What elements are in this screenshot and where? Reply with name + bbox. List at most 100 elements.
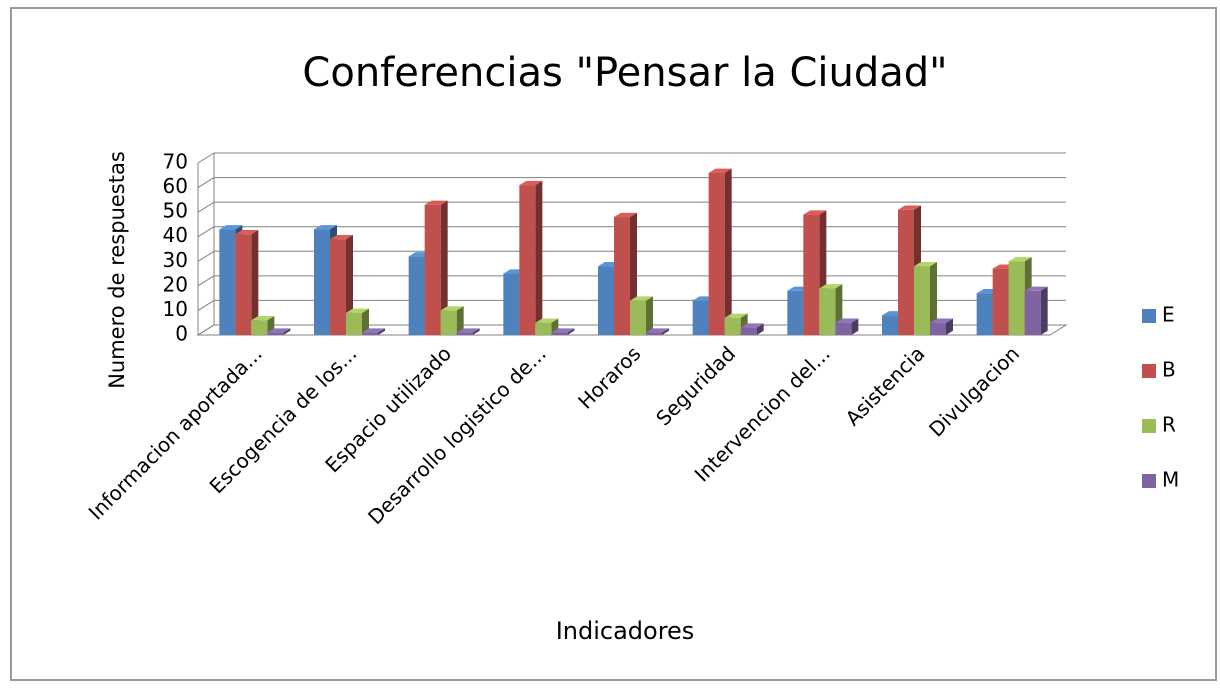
bar-top bbox=[251, 316, 275, 321]
legend-label: R bbox=[1162, 413, 1176, 437]
bar-top bbox=[519, 180, 543, 186]
x-axis-title: Indicadores bbox=[556, 617, 695, 645]
bar bbox=[362, 332, 378, 335]
bar bbox=[724, 317, 741, 335]
bar bbox=[898, 209, 914, 335]
bar bbox=[882, 315, 898, 335]
bar bbox=[803, 214, 820, 335]
grid-line-side bbox=[197, 250, 215, 262]
bar-top bbox=[835, 318, 859, 323]
legend-label: E bbox=[1162, 303, 1175, 327]
bar-top bbox=[440, 306, 464, 311]
bar bbox=[740, 327, 757, 335]
y-tick-label: 0 bbox=[175, 322, 188, 346]
y-tick-label: 40 bbox=[163, 223, 188, 247]
bar bbox=[976, 293, 993, 335]
bar bbox=[330, 239, 346, 335]
y-tick-label: 30 bbox=[163, 248, 188, 272]
bar-top bbox=[898, 205, 921, 210]
bar-side bbox=[535, 180, 543, 335]
bar-top bbox=[456, 328, 480, 333]
bar bbox=[346, 312, 362, 335]
bar bbox=[992, 268, 1009, 335]
bar-top bbox=[314, 225, 337, 230]
bar bbox=[535, 322, 552, 335]
bar bbox=[219, 229, 236, 335]
bar-top bbox=[914, 262, 937, 267]
bar-top bbox=[535, 318, 559, 323]
bar bbox=[519, 185, 536, 335]
bar-side bbox=[440, 200, 448, 335]
bar-side bbox=[362, 308, 369, 335]
y-tick-label: 20 bbox=[163, 272, 188, 296]
y-axis-title: Numero de respuestas bbox=[105, 151, 129, 389]
bar bbox=[614, 217, 630, 335]
bar-side bbox=[662, 328, 669, 335]
bar bbox=[551, 332, 568, 335]
grid-line-side bbox=[197, 324, 215, 336]
bar-top bbox=[346, 308, 369, 313]
bar-top bbox=[424, 200, 448, 205]
bar-side bbox=[724, 168, 732, 335]
bar-top bbox=[362, 328, 385, 333]
bar-side bbox=[646, 296, 653, 335]
bar bbox=[930, 322, 946, 335]
bar bbox=[314, 229, 330, 335]
bar bbox=[692, 300, 709, 335]
y-tick-label: 60 bbox=[163, 174, 188, 198]
bar bbox=[235, 234, 252, 335]
y-tick-label: 70 bbox=[163, 150, 188, 174]
bar-side bbox=[756, 323, 764, 335]
bar bbox=[503, 273, 520, 335]
legend-label: M bbox=[1162, 468, 1179, 492]
grid-line-side bbox=[197, 275, 215, 287]
bar-side bbox=[1040, 286, 1048, 335]
chart-title: Conferencias "Pensar la Ciudad" bbox=[302, 50, 947, 96]
bar bbox=[630, 300, 646, 335]
legend-swatch bbox=[1142, 474, 1156, 488]
bar bbox=[440, 310, 457, 335]
bar-top bbox=[1024, 286, 1048, 291]
bar bbox=[456, 332, 473, 335]
bar bbox=[408, 256, 425, 335]
legend-swatch bbox=[1142, 419, 1156, 433]
grid-line-side bbox=[197, 226, 215, 238]
legend-label: B bbox=[1162, 358, 1176, 382]
legend-swatch bbox=[1142, 309, 1156, 323]
legend-swatch bbox=[1142, 364, 1156, 378]
bar-top bbox=[551, 328, 575, 333]
bar-side bbox=[251, 230, 259, 335]
bar bbox=[251, 320, 268, 335]
bar-top bbox=[235, 230, 259, 235]
bar-top bbox=[819, 284, 843, 289]
bar-top bbox=[930, 318, 953, 323]
bar bbox=[1008, 261, 1025, 335]
grid-line-side bbox=[197, 201, 215, 213]
y-tick-label: 50 bbox=[163, 199, 188, 223]
bar-top bbox=[708, 168, 732, 173]
bar-top bbox=[803, 210, 827, 215]
bar-side bbox=[456, 306, 464, 335]
grid-line-side bbox=[197, 152, 215, 164]
bar-top bbox=[330, 234, 353, 240]
bar-top bbox=[646, 328, 669, 333]
bar-side bbox=[378, 328, 385, 335]
bar bbox=[708, 172, 725, 335]
bar-side bbox=[946, 318, 953, 335]
bar bbox=[835, 322, 852, 335]
y-tick-label: 10 bbox=[163, 297, 188, 321]
bar bbox=[1024, 290, 1041, 335]
bar-side bbox=[567, 328, 575, 335]
bar-top bbox=[724, 313, 748, 318]
bar-side bbox=[283, 328, 291, 335]
bar-top bbox=[267, 328, 291, 333]
bar-top bbox=[630, 296, 653, 301]
bar-side bbox=[472, 328, 480, 335]
bar-top bbox=[1008, 257, 1032, 262]
bar bbox=[819, 288, 836, 335]
bar bbox=[646, 332, 662, 335]
bar-top bbox=[219, 225, 243, 230]
bar-side bbox=[851, 318, 859, 335]
